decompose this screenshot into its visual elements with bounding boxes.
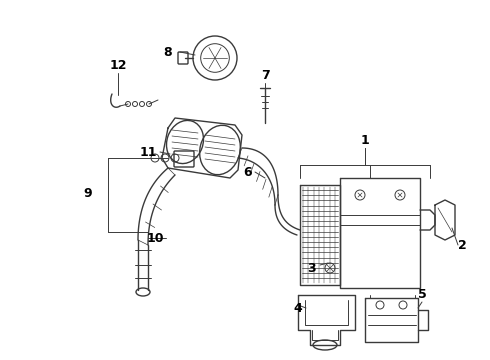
Text: 9: 9: [84, 186, 92, 199]
Text: 12: 12: [109, 59, 127, 72]
Text: 10: 10: [146, 231, 164, 244]
Text: 11: 11: [139, 145, 157, 158]
Text: 4: 4: [294, 302, 302, 315]
Text: 5: 5: [417, 288, 426, 302]
Text: 8: 8: [164, 45, 172, 59]
Text: 1: 1: [361, 134, 369, 147]
Text: 7: 7: [261, 68, 270, 81]
Text: 3: 3: [308, 261, 317, 274]
Text: 6: 6: [244, 166, 252, 179]
Text: 2: 2: [458, 239, 466, 252]
